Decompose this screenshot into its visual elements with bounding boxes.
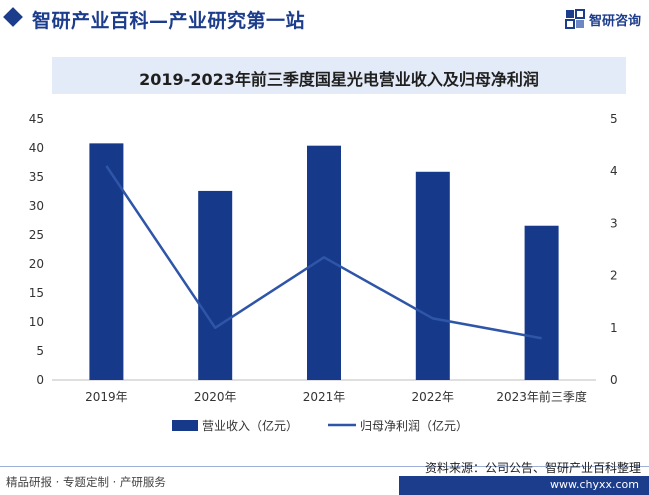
y-left-tick-label: 15: [29, 286, 44, 300]
bar-revenue: [415, 171, 450, 380]
x-tick-label: 2019年: [85, 390, 128, 404]
data-source: 资料来源：公司公告、智研产业百科整理: [424, 461, 641, 475]
zhiyan-logo-icon: [564, 9, 585, 29]
y-left-tick-label: 5: [36, 344, 44, 358]
footer-divider: [0, 466, 649, 467]
x-axis: 2019年 2020年 2021年 2022年 2023年前三季度: [85, 389, 587, 404]
line-series: [105, 165, 542, 340]
x-tick-label: 2020年: [194, 390, 237, 404]
legend-label-net-profit: 归母净利润（亿元）: [360, 418, 468, 433]
y-left-tick-label: 25: [29, 228, 44, 242]
x-tick-label: 2022年: [412, 390, 455, 404]
brand: 智研咨询: [564, 9, 641, 29]
footer-slogan: 精品研报 · 专题定制 · 产研服务: [6, 475, 166, 489]
y-left-tick-label: 10: [29, 315, 44, 329]
footer-url-band: www.chyxx.com: [399, 476, 649, 495]
y-right-axis: 0 1 2 3 4 5: [610, 112, 618, 387]
y-right-tick-label: 1: [610, 321, 618, 335]
y-left-tick-label: 45: [29, 112, 44, 126]
website-url: www.chyxx.com: [549, 478, 639, 491]
chart-title: 2019-2023年前三季度国星光电营业收入及归母净利润: [139, 70, 539, 89]
chart-title-band: 2019-2023年前三季度国星光电营业收入及归母净利润: [52, 57, 626, 94]
y-left-tick-label: 35: [29, 170, 44, 184]
y-right-tick-label: 5: [610, 112, 618, 126]
brand-name: 智研咨询: [588, 13, 641, 29]
bar-revenue: [198, 190, 233, 380]
legend: 营业收入（亿元） 归母净利润（亿元）: [172, 418, 468, 433]
legend-label-revenue: 营业收入（亿元）: [202, 418, 298, 433]
y-right-tick-label: 3: [610, 216, 618, 230]
bar-series: [89, 143, 559, 380]
x-tick-label: 2023年前三季度: [496, 389, 587, 404]
y-left-axis: 0 5 10 15 20 25 30 35 40 45: [29, 112, 44, 387]
y-left-tick-label: 30: [29, 199, 44, 213]
y-right-tick-label: 2: [610, 269, 618, 283]
bar-revenue: [89, 143, 124, 380]
top-header: 智研产业百科—产业研究第一站 智研咨询: [0, 0, 649, 40]
line-net-profit: [105, 165, 542, 340]
header-title: 智研产业百科—产业研究第一站: [32, 10, 306, 32]
y-right-tick-label: 4: [610, 164, 618, 178]
legend-swatch-revenue: [172, 420, 198, 431]
bar-revenue: [524, 225, 559, 380]
y-left-tick-label: 20: [29, 257, 44, 271]
y-left-tick-label: 0: [36, 373, 44, 387]
x-tick-label: 2021年: [303, 390, 346, 404]
y-right-tick-label: 0: [610, 373, 618, 387]
y-left-tick-label: 40: [29, 141, 44, 155]
